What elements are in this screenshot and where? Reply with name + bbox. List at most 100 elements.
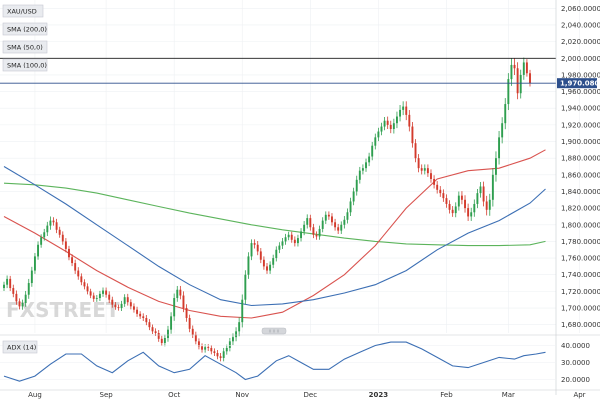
svg-text:SMA (200,0): SMA (200,0) — [7, 26, 47, 34]
candle — [321, 217, 324, 233]
y-tick-label: 2,060.0000 — [561, 5, 600, 13]
x-tick-label: Aug — [28, 391, 42, 399]
candle — [315, 231, 318, 240]
candle — [80, 273, 83, 286]
adx-tick-label: 20.0000 — [561, 376, 590, 384]
candle — [318, 225, 321, 240]
candle — [120, 300, 123, 312]
candle — [157, 330, 160, 342]
y-tick-label: 1,980.0000 — [561, 71, 600, 79]
candle — [306, 214, 309, 229]
candle — [58, 226, 61, 238]
candle — [185, 304, 188, 322]
candle — [473, 199, 476, 217]
candle — [266, 263, 268, 274]
legend-symbol[interactable]: XAU/USD — [2, 4, 44, 18]
candle — [235, 327, 238, 342]
candle — [513, 58, 516, 76]
candle — [349, 197, 352, 217]
candle — [219, 352, 222, 362]
adx-panel: 40.0000 30.0000 20.0000 ADX (14) — [0, 340, 590, 384]
candle — [139, 311, 142, 319]
legend-indicator[interactable]: SMA (200,0) — [2, 22, 48, 36]
candle — [145, 315, 148, 326]
candle — [371, 141, 374, 161]
candle — [436, 181, 439, 194]
candle — [24, 290, 27, 307]
candle — [296, 234, 299, 247]
candle — [55, 218, 58, 234]
y-tick-label: 1,820.0000 — [561, 205, 600, 213]
candle — [92, 292, 95, 302]
candle — [148, 319, 151, 331]
y-tick-label: 1,880.0000 — [561, 155, 600, 163]
candle — [111, 296, 114, 308]
candle — [95, 295, 98, 302]
ma-line — [3, 182, 546, 247]
candle — [108, 291, 111, 304]
candle — [488, 193, 491, 216]
candle — [476, 189, 479, 209]
candle — [491, 168, 494, 207]
candle — [414, 139, 417, 163]
candle — [250, 239, 253, 261]
candle — [21, 299, 24, 310]
candle — [167, 325, 169, 342]
candle — [399, 105, 402, 122]
candle — [423, 164, 426, 175]
scroll-handle[interactable] — [261, 327, 287, 335]
candle — [46, 221, 49, 237]
candle — [83, 279, 86, 290]
moving-average-lines — [3, 149, 546, 319]
candle — [27, 278, 30, 299]
candle — [275, 246, 278, 262]
candle — [74, 259, 77, 274]
watermark: FXSTREET — [6, 298, 120, 322]
candle — [470, 207, 473, 221]
y-tick-label: 1,800.0000 — [561, 221, 600, 229]
adx-tick-label: 40.0000 — [561, 342, 590, 350]
candle — [395, 111, 398, 129]
candle — [402, 101, 405, 116]
y-tick-label: 1,840.0000 — [561, 188, 600, 196]
adx-legend[interactable]: ADX (14) — [2, 340, 38, 354]
x-tick-label: Nov — [235, 391, 249, 399]
candle — [33, 253, 36, 274]
candle — [501, 117, 504, 144]
candle — [300, 228, 302, 242]
candle — [18, 298, 21, 310]
candle — [457, 191, 460, 211]
candle — [238, 317, 241, 337]
candle — [182, 291, 185, 313]
candle — [408, 110, 411, 132]
candle — [529, 69, 531, 87]
candlesticks — [3, 57, 531, 362]
candle — [68, 245, 70, 261]
candle — [417, 154, 420, 173]
candle — [392, 118, 395, 134]
y-tick-label: 1,920.0000 — [561, 121, 600, 129]
candle — [142, 313, 145, 322]
current-price-badge — [557, 78, 597, 89]
legend-indicator[interactable]: SMA (100,0) — [2, 58, 48, 72]
candle — [77, 267, 80, 280]
legend-indicator[interactable]: SMA (50,0) — [2, 40, 48, 54]
candle — [405, 101, 408, 121]
candle — [445, 194, 448, 208]
x-tick-label: Oct — [168, 391, 180, 399]
x-tick-label: Feb — [440, 391, 453, 399]
candle — [309, 214, 312, 231]
candle — [3, 281, 5, 292]
candle — [380, 122, 383, 136]
candle — [262, 256, 265, 270]
candle — [504, 98, 507, 130]
candle — [495, 151, 497, 182]
candle — [163, 334, 166, 347]
candle — [287, 231, 290, 241]
candle — [191, 325, 194, 339]
x-tick-label: Dec — [304, 391, 318, 399]
candle — [340, 221, 343, 234]
ma-line — [3, 149, 546, 319]
candle — [222, 347, 225, 362]
